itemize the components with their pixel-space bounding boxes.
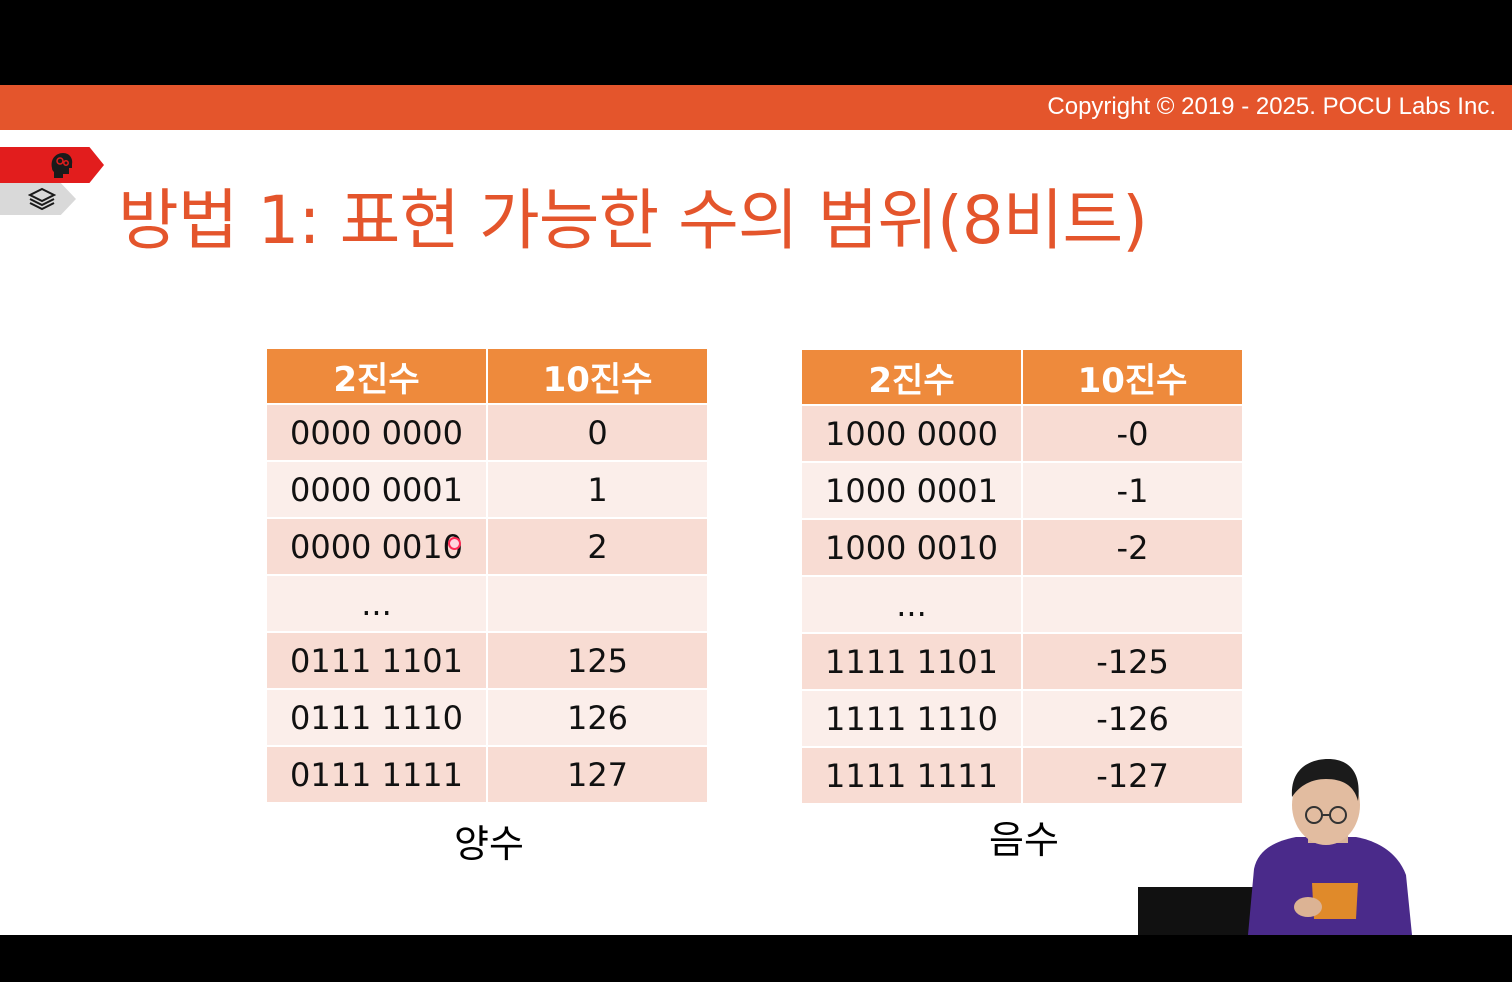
- decimal-cell: -2: [1022, 519, 1244, 577]
- brain-tag[interactable]: [0, 147, 104, 183]
- table-row: ...: [267, 575, 709, 633]
- decimal-cell: 125: [487, 632, 709, 690]
- binary-cell: 1000 0000: [802, 405, 1023, 463]
- copyright-text: Copyright © 2019 - 2025. POCU Labs Inc.: [1047, 93, 1496, 120]
- table-row: ...: [802, 576, 1244, 634]
- binary-cell: ...: [802, 576, 1023, 634]
- binary-cell: 1111 1111: [802, 747, 1023, 805]
- table-header-row: 2진수 10진수: [267, 349, 709, 405]
- binary-cell: 1111 1101: [802, 633, 1023, 691]
- table-row: 0000 0010 2: [267, 518, 709, 576]
- binary-cell: 1000 0010: [802, 519, 1023, 577]
- binary-cell: 0111 1110: [267, 689, 488, 747]
- brain-head-icon: [46, 150, 76, 183]
- negative-caption: 음수: [989, 818, 1059, 862]
- negative-table: 2진수 10진수 1000 0000 -0 1000 0001 -1 1000 00…: [802, 350, 1244, 805]
- header-decimal: 10진수: [1022, 350, 1244, 406]
- header-binary: 2진수: [267, 349, 488, 405]
- decimal-cell: 126: [487, 689, 709, 747]
- decimal-cell: 1: [487, 461, 709, 519]
- decimal-cell: 2: [487, 518, 709, 576]
- binary-cell: 1000 0001: [802, 462, 1023, 520]
- slide: Copyright © 2019 - 2025. POCU Labs Inc. …: [0, 85, 1512, 935]
- table-row: 1111 1111 -127: [802, 747, 1244, 805]
- decimal-cell: -0: [1022, 405, 1244, 463]
- binary-cell: 0000 0001: [267, 461, 488, 519]
- decimal-cell: -1: [1022, 462, 1244, 520]
- binary-cell: 0000 0000: [267, 404, 488, 462]
- binary-cell: 1111 1110: [802, 690, 1023, 748]
- decimal-cell: -127: [1022, 747, 1244, 805]
- header-binary: 2진수: [802, 350, 1023, 406]
- table-header-row: 2진수 10진수: [802, 350, 1244, 406]
- header-decimal: 10진수: [487, 349, 709, 405]
- decimal-cell: 0: [487, 404, 709, 462]
- table-row: 1000 0010 -2: [802, 519, 1244, 577]
- table-row: 1111 1101 -125: [802, 633, 1244, 691]
- table-row: 1000 0000 -0: [802, 405, 1244, 463]
- table-row: 1111 1110 -126: [802, 690, 1244, 748]
- positive-caption: 양수: [454, 822, 524, 866]
- binary-cell: ...: [267, 575, 488, 633]
- slide-title: 방법 1: 표현 가능한 수의 범위(8비트): [118, 182, 1148, 259]
- binary-cell: 0111 1101: [267, 632, 488, 690]
- decimal-cell: -125: [1022, 633, 1244, 691]
- layers-tag[interactable]: [0, 183, 76, 215]
- decimal-cell: [1022, 576, 1244, 634]
- positive-table: 2진수 10진수 0000 0000 0 0000 0001 1 0000 0010…: [267, 349, 709, 804]
- laser-pointer-dot: [448, 537, 461, 550]
- top-banner: Copyright © 2019 - 2025. POCU Labs Inc.: [0, 85, 1512, 130]
- table-row: 0000 0001 1: [267, 461, 709, 519]
- table-row: 0111 1101 125: [267, 632, 709, 690]
- table-row: 1000 0001 -1: [802, 462, 1244, 520]
- table-row: 0000 0000 0: [267, 404, 709, 462]
- table-row: 0111 1110 126: [267, 689, 709, 747]
- table-row: 0111 1111 127: [267, 746, 709, 804]
- presenter-video: [1136, 757, 1426, 935]
- decimal-cell: 127: [487, 746, 709, 804]
- decimal-cell: [487, 575, 709, 633]
- decimal-cell: -126: [1022, 690, 1244, 748]
- layers-stack-icon: [27, 186, 57, 215]
- binary-cell: 0111 1111: [267, 746, 488, 804]
